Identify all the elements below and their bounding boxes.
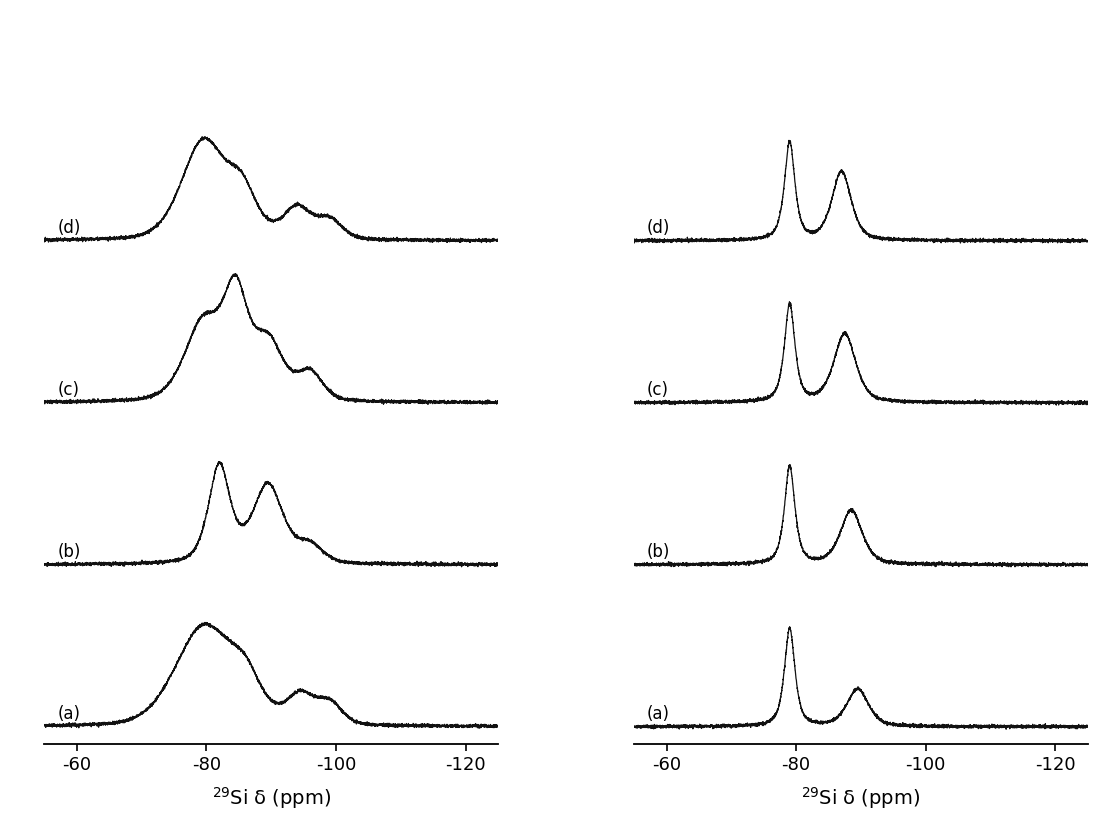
Text: (a): (a) (647, 705, 670, 723)
Text: (b): (b) (58, 543, 81, 561)
Text: (c): (c) (58, 380, 79, 399)
Text: (c): (c) (647, 380, 669, 399)
Text: (d): (d) (58, 219, 81, 237)
X-axis label: $^{29}$Si δ (ppm): $^{29}$Si δ (ppm) (212, 785, 331, 811)
Text: (b): (b) (647, 543, 670, 561)
Text: (d): (d) (647, 219, 670, 237)
X-axis label: $^{29}$Si δ (ppm): $^{29}$Si δ (ppm) (801, 785, 920, 811)
Text: (a): (a) (58, 705, 80, 723)
